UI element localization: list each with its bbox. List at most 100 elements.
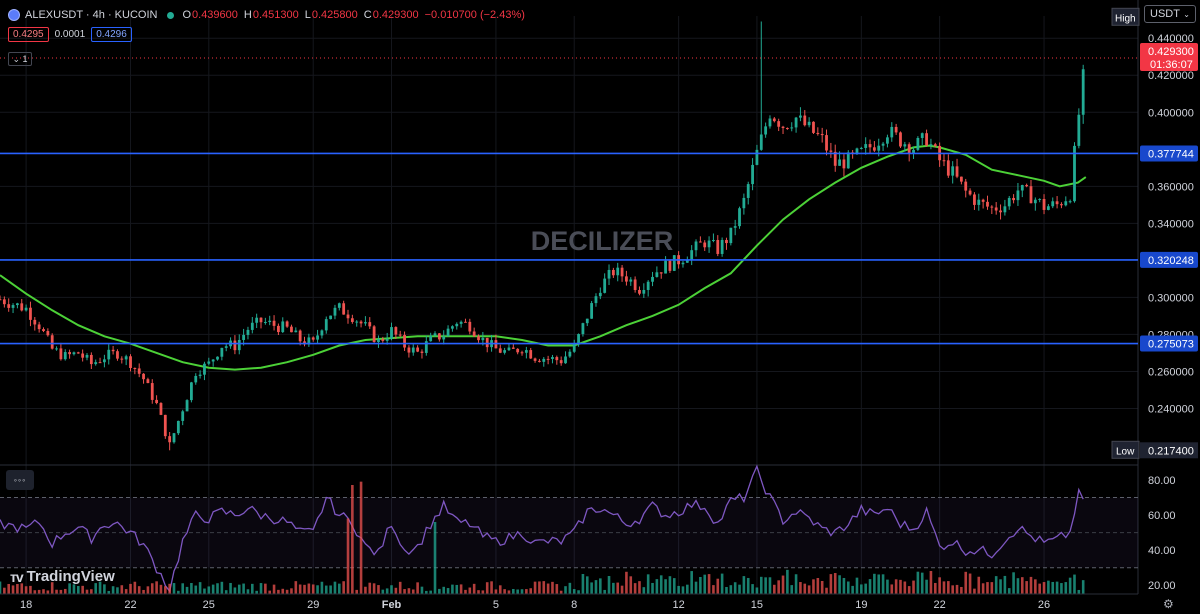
candle-body (1012, 197, 1015, 201)
volume-bar (599, 578, 602, 594)
volume-bar (420, 586, 424, 594)
level-label[interactable]: 0.320248 (1148, 255, 1194, 267)
candle-body (729, 227, 733, 244)
symbol-title[interactable]: ALEXUSDT · 4h · KUCOIN (25, 9, 158, 21)
candle-body (973, 194, 976, 205)
candle-body (864, 144, 868, 148)
pane-menu-button[interactable]: ◦◦◦ (6, 470, 34, 490)
candle-body (520, 352, 524, 354)
candle-body (459, 321, 463, 324)
candle-body (124, 356, 128, 360)
volume-bar (629, 576, 633, 594)
candle-body (894, 126, 898, 133)
candle-body (364, 322, 367, 324)
candle-body (1003, 206, 1007, 213)
volume-bar (686, 584, 689, 594)
candle-body (1042, 198, 1046, 210)
volume-bar (929, 570, 933, 594)
candle-body (799, 115, 802, 118)
candle-body (446, 328, 450, 337)
volume-bar (368, 582, 372, 594)
candle-body (951, 166, 955, 176)
indicator-collapse-button[interactable]: ⌄ 1 (8, 52, 32, 66)
level-label[interactable]: 0.275073 (1148, 339, 1194, 351)
volume-bar (512, 588, 515, 594)
volume-bar (264, 583, 267, 594)
ask-price[interactable]: 0.4296 (91, 27, 132, 42)
candle-body (163, 414, 167, 437)
volume-bar (912, 580, 915, 594)
candle-body (738, 208, 741, 227)
time-tick-label: 19 (855, 599, 867, 611)
candle-body (133, 367, 137, 369)
horizontal-levels[interactable] (0, 57, 1138, 345)
gear-icon[interactable]: ⚙ (1163, 597, 1174, 611)
candle-body (416, 347, 420, 352)
volume-bar (185, 586, 189, 594)
currency-select[interactable]: USDT ⌄ (1144, 5, 1196, 23)
volume-bar (164, 586, 167, 594)
candle-body (46, 331, 50, 336)
candle-body (707, 240, 711, 248)
candle-body (1051, 201, 1055, 207)
candle-body (524, 350, 528, 353)
volume-bar (612, 582, 615, 594)
candle-body (764, 126, 768, 135)
candle-body (703, 242, 707, 248)
candle-body (11, 305, 15, 308)
bar-countdown: 01:36:07 (1150, 59, 1193, 71)
volume-bar (168, 583, 171, 594)
volume-bar (568, 582, 572, 594)
market-status-icon[interactable] (167, 11, 175, 19)
volume-bar (751, 584, 754, 594)
volume-bar (7, 583, 11, 594)
candle-body (820, 133, 824, 136)
volume-bar (781, 575, 785, 594)
candle-body (277, 325, 280, 333)
volume-bar (364, 586, 367, 594)
volume-bar (529, 588, 533, 594)
candle-body (720, 239, 724, 254)
candle-body (733, 226, 737, 228)
volume-bar (194, 585, 198, 594)
volume-bar (0, 581, 2, 594)
volume-bar (581, 574, 585, 594)
candle-body (246, 329, 250, 335)
candle-body (690, 250, 694, 261)
volume-bar (1016, 578, 1020, 594)
candle-body (838, 159, 841, 166)
bid-price[interactable]: 0.4295 (8, 27, 49, 42)
volume-bar (733, 582, 737, 594)
volume-bar (311, 584, 315, 594)
candle-body (442, 336, 446, 340)
candle-body (350, 318, 354, 322)
volume-bar (346, 518, 350, 594)
volume-bar (968, 573, 972, 594)
volume-bar (498, 585, 502, 594)
level-label[interactable]: 0.377744 (1148, 148, 1194, 160)
candle-body (89, 354, 93, 365)
candle-body (768, 118, 772, 127)
volume-bar (103, 584, 106, 594)
candle-body (925, 133, 928, 146)
time-axis[interactable]: 18 22 25 29 Feb 5 8 12 15 19 22 26 (0, 593, 1138, 611)
candle-body (68, 352, 72, 355)
volume-bar (594, 580, 598, 594)
low-value-bg (1140, 442, 1198, 459)
volume-bar (842, 577, 846, 594)
candle-body (585, 318, 589, 324)
candle-body (233, 340, 237, 351)
candle-body (886, 137, 889, 144)
candle-body (946, 160, 950, 176)
volume-bar (307, 583, 311, 594)
volume-bar (759, 576, 763, 594)
volume-bar (29, 585, 32, 594)
volume-bar (255, 590, 258, 594)
volume-bar (990, 582, 994, 594)
volume-bar (451, 584, 454, 594)
candle-body (903, 144, 907, 147)
price-axis[interactable]: 0.440000 0.420000 0.400000 0.360000 0.340000… (1111, 7, 1198, 592)
high-marker-box (1111, 7, 1140, 26)
candle-body (337, 303, 341, 308)
